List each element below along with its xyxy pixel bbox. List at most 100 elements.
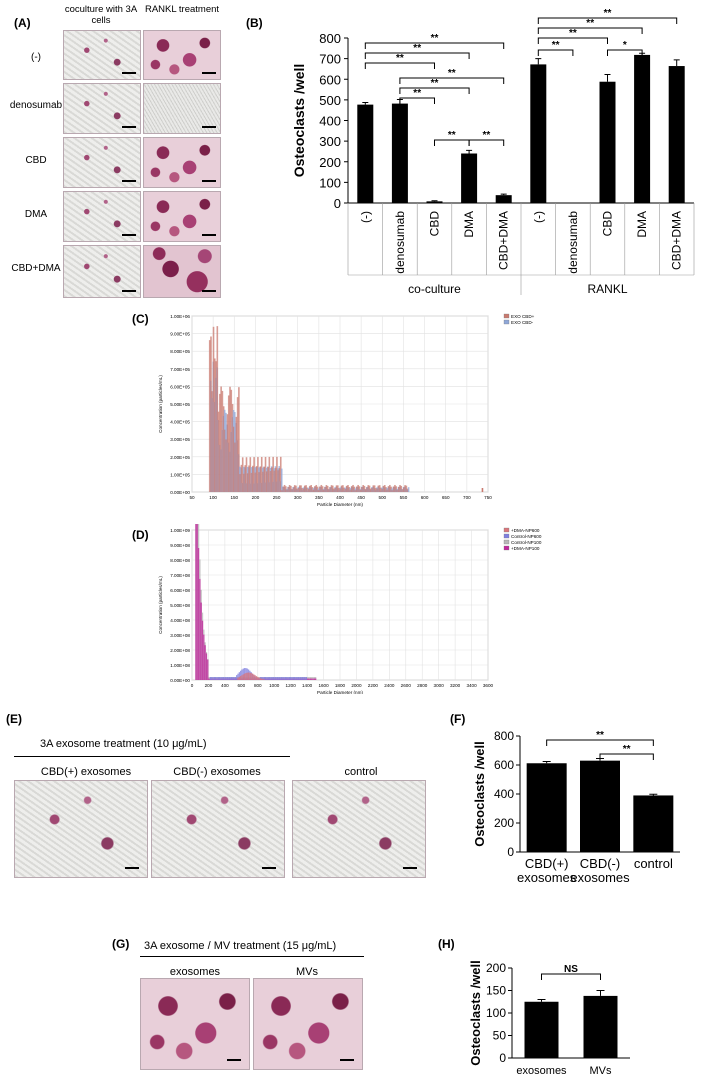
c-x-tick-label: 300 — [294, 495, 302, 500]
c-x-tick-label: 650 — [442, 495, 450, 500]
d-bar — [265, 677, 267, 680]
c-bar — [279, 456, 282, 492]
c-bar — [220, 386, 222, 492]
d-bar — [261, 677, 263, 680]
d-legend-label: +DMA-NP600 — [511, 528, 540, 533]
d-bar — [261, 678, 263, 680]
f-error-bar — [542, 761, 551, 764]
c-bar — [281, 490, 283, 492]
micrograph-coculture-neg — [63, 30, 141, 80]
c-x-tick-label: 350 — [315, 495, 323, 500]
h-error-bar — [596, 990, 605, 996]
row-label-neg: (-) — [31, 52, 41, 63]
d-bar — [296, 677, 298, 680]
c-y-tick-label: 0.00E+00 — [170, 490, 190, 495]
c-bar — [227, 395, 230, 492]
b-error-bar — [500, 193, 507, 196]
c-y-tick-label: 4.00E+05 — [170, 420, 190, 425]
b-sig-3-4 — [468, 139, 505, 146]
d-bar — [255, 676, 258, 680]
row-label-cbd: CBD — [25, 155, 47, 166]
h-category-label: MVs — [590, 1065, 613, 1077]
c-bar — [350, 486, 353, 492]
b-sig-5-9-label: ** — [604, 8, 612, 19]
c-bar — [361, 486, 363, 492]
d-bar — [241, 675, 243, 680]
c-bar — [387, 486, 390, 492]
d-bar — [303, 677, 305, 680]
b-sig-0-4-label: ** — [431, 33, 439, 44]
panel-e-caption-cbd-plus: CBD(+) exosomes — [40, 766, 132, 778]
d-bar — [301, 677, 304, 680]
panel-g-caption-mvs: MVs — [296, 966, 318, 978]
d-legend-swatch — [503, 539, 510, 545]
d-bar — [249, 672, 251, 680]
f-category-label: CBD(-) — [580, 856, 620, 871]
b-bar — [668, 66, 685, 203]
d-bar — [291, 677, 293, 680]
b-sig-1-4-label: ** — [448, 68, 456, 79]
c-bar — [216, 326, 219, 492]
c-x-tick-label: 750 — [484, 495, 492, 500]
c-bar — [323, 489, 325, 492]
d-x-tick-label: 400 — [221, 683, 229, 688]
d-bar — [196, 524, 198, 680]
c-bar — [283, 484, 286, 492]
c-bar — [390, 486, 392, 492]
c-x-tick-label: 200 — [252, 495, 260, 500]
b-bar — [634, 54, 651, 203]
c-y-tick-label: 9.00E+05 — [170, 332, 190, 337]
b-error-bar — [604, 74, 611, 82]
c-bar — [239, 474, 241, 492]
c-bar — [222, 406, 225, 492]
d-bar — [204, 645, 206, 680]
c-legend-swatch — [503, 313, 510, 319]
h-y-tick-label: 150 — [486, 984, 506, 998]
c-bar — [310, 485, 312, 492]
d-bar — [315, 678, 317, 680]
d-bar — [243, 673, 246, 680]
c-bar — [381, 489, 384, 492]
f-error-bar — [649, 793, 658, 796]
c-bar — [257, 457, 259, 492]
b-sig-3-4-label: ** — [483, 130, 491, 141]
d-bar — [246, 672, 248, 680]
c-bar — [290, 485, 292, 492]
b-sig-1-4 — [399, 77, 505, 84]
d-legend-swatch — [503, 533, 510, 539]
d-bar — [200, 602, 202, 680]
d-bar — [283, 677, 285, 680]
f-sig-0-2-label: ** — [596, 730, 604, 741]
d-bar — [226, 677, 229, 680]
c-bar — [292, 487, 295, 492]
c-bar — [359, 489, 362, 492]
c-bar — [297, 487, 300, 492]
c-bar — [268, 456, 271, 492]
c-bar — [285, 486, 287, 492]
d-bar — [229, 677, 231, 680]
c-bar — [376, 488, 378, 492]
d-bar — [280, 677, 283, 680]
d-bar — [199, 578, 201, 680]
b-error-bar — [362, 102, 369, 105]
c-bar — [343, 487, 345, 492]
b-bar — [426, 201, 443, 203]
c-bar — [339, 488, 342, 492]
c-bar — [406, 488, 409, 492]
c-bar — [344, 489, 347, 492]
micrograph-exosomes — [140, 978, 250, 1070]
d-bar — [232, 677, 234, 680]
h-y-tick-label: 100 — [486, 1006, 506, 1020]
c-bar — [305, 485, 307, 492]
d-x-tick-label: 2800 — [417, 683, 428, 688]
f-y-tick-label: 0 — [507, 845, 514, 859]
c-bar — [295, 485, 297, 492]
c-x-tick-label: 600 — [421, 495, 429, 500]
c-bar — [400, 485, 403, 492]
c-bar — [225, 439, 228, 492]
c-bar — [395, 486, 397, 492]
c-bar — [335, 485, 338, 492]
d-bar — [212, 677, 214, 680]
b-y-tick-label: 300 — [319, 134, 341, 149]
c-bar — [243, 473, 245, 492]
